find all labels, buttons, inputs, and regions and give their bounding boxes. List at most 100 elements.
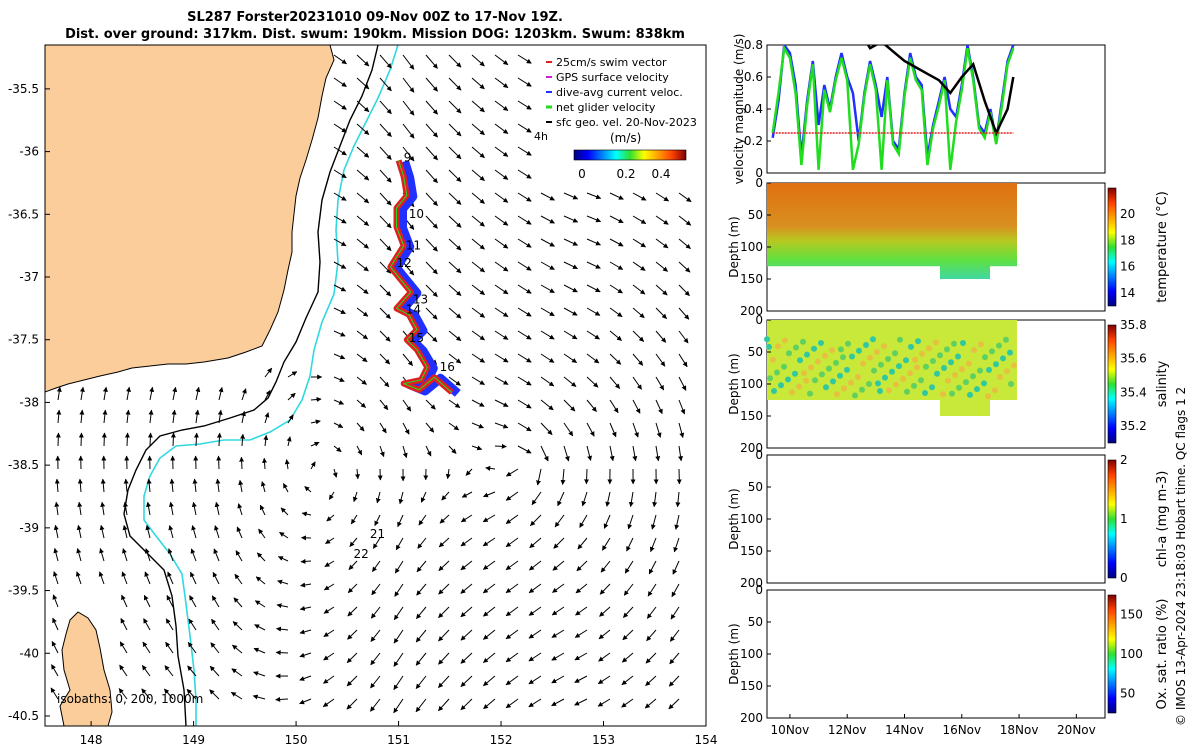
velocity-vector: [448, 307, 462, 319]
salinity-speck: [982, 354, 988, 361]
salinity-speck: [997, 374, 1003, 380]
velocity-vector: [102, 386, 108, 401]
velocity-vector: [655, 284, 668, 296]
velocity-vector: [416, 583, 427, 596]
velocity-vector: [609, 215, 624, 224]
velocity-vector: [172, 386, 178, 401]
velocity-vector: [121, 594, 128, 608]
velocity-vector: [356, 307, 369, 317]
velocity-vector: [323, 629, 335, 638]
velocity-vector: [215, 478, 221, 493]
velocity-vector: [517, 422, 532, 432]
velocity-vector: [448, 284, 462, 296]
velocity-vector: [299, 675, 312, 681]
velocity-vector: [356, 330, 368, 340]
velocity-vector: [586, 238, 601, 246]
velocity-vector: [145, 524, 151, 539]
section-colorbar: [1107, 459, 1117, 579]
salinity-speck: [1000, 355, 1006, 362]
salinity-speck: [949, 390, 955, 397]
velocity-vector: [655, 238, 669, 249]
velocity-vector: [529, 560, 542, 571]
velocity-vector: [356, 422, 365, 432]
depth-tick-label: 100: [740, 240, 763, 254]
velocity-vector: [471, 77, 485, 90]
velocity-vector: [264, 367, 273, 378]
salinity-speck: [914, 364, 920, 371]
lon-tick-label: 151: [387, 733, 410, 747]
velocity-vector: [51, 664, 59, 677]
salinity-speck: [826, 365, 832, 372]
velocity-vector: [505, 698, 519, 709]
velocity-vector: [393, 606, 404, 621]
salinity-speck: [782, 337, 788, 344]
day-label: 16: [440, 360, 455, 374]
velocity-vector: [471, 54, 485, 67]
legend-sfc-label: sfc geo. vel. 20-Nov-2023: [556, 116, 697, 129]
velocity-vector: [505, 491, 519, 501]
velocity-vector: [627, 514, 634, 530]
velocity-vector: [517, 307, 532, 317]
salinity-speck: [1004, 368, 1010, 375]
salinity-speck: [919, 350, 925, 357]
salinity-speck: [829, 347, 835, 354]
salinity-speck: [874, 349, 880, 355]
velocity-vector: [356, 169, 370, 181]
velocity-vector: [632, 399, 641, 414]
velocity-vector: [668, 698, 680, 710]
velocity-vector: [563, 353, 578, 364]
velocity-vector: [448, 123, 462, 137]
velocity-vector: [326, 514, 335, 522]
salinity-speck: [952, 372, 958, 378]
velocity-vector: [530, 514, 542, 527]
velocity-vector: [79, 386, 85, 401]
velocity-vector: [577, 537, 588, 550]
colorbar-tick-label: 18: [1120, 233, 1135, 247]
salinity-speck: [860, 360, 866, 367]
salinity-speck: [875, 380, 881, 387]
velocity-vector: [528, 606, 542, 616]
velocity-vector: [621, 675, 634, 686]
velocity-vector: [324, 560, 335, 568]
salinity-speck: [811, 345, 817, 352]
velocity-vector: [218, 386, 224, 401]
velocity-vector: [540, 307, 555, 317]
velocity-vector: [77, 478, 83, 493]
velocity-vector: [379, 422, 387, 434]
velocity-vector: [356, 54, 370, 67]
velocity-vector: [287, 414, 294, 424]
velocity-vector: [517, 215, 532, 225]
velocity-vector: [655, 330, 667, 343]
velocity-vector: [628, 491, 634, 508]
velocity-vector: [425, 261, 438, 275]
salinity-speck: [963, 379, 969, 386]
salinity-speck: [922, 390, 928, 396]
salinity-speck: [792, 370, 798, 377]
day-label: 13: [413, 292, 428, 306]
velocity-vector: [609, 376, 621, 389]
velocity-vector: [471, 123, 485, 136]
velocity-vector: [195, 386, 201, 401]
velocity-vector: [655, 353, 666, 367]
velocity-vector: [333, 146, 347, 156]
salinity-speck: [778, 382, 784, 389]
velocity-vector: [645, 652, 657, 664]
salinity-speck: [893, 381, 899, 388]
velocity-vector: [494, 123, 509, 135]
depth-tick-label: 200: [740, 576, 763, 590]
velocity-vector: [483, 675, 496, 687]
velocity-vector: [579, 514, 588, 528]
velocity-vector: [540, 192, 555, 201]
mainland-coast: [45, 45, 335, 393]
velocity-vector: [118, 688, 128, 700]
day-label: 21: [370, 527, 385, 541]
velocity-vector: [53, 547, 59, 562]
velocity-vector: [119, 641, 128, 654]
lat-tick-label: -36: [19, 145, 39, 159]
velocity-vector: [379, 77, 392, 92]
lat-tick-label: -37: [19, 270, 39, 284]
velocity-vector: [149, 386, 155, 401]
velocity-vector: [264, 412, 270, 424]
velocity-vector: [483, 606, 496, 617]
